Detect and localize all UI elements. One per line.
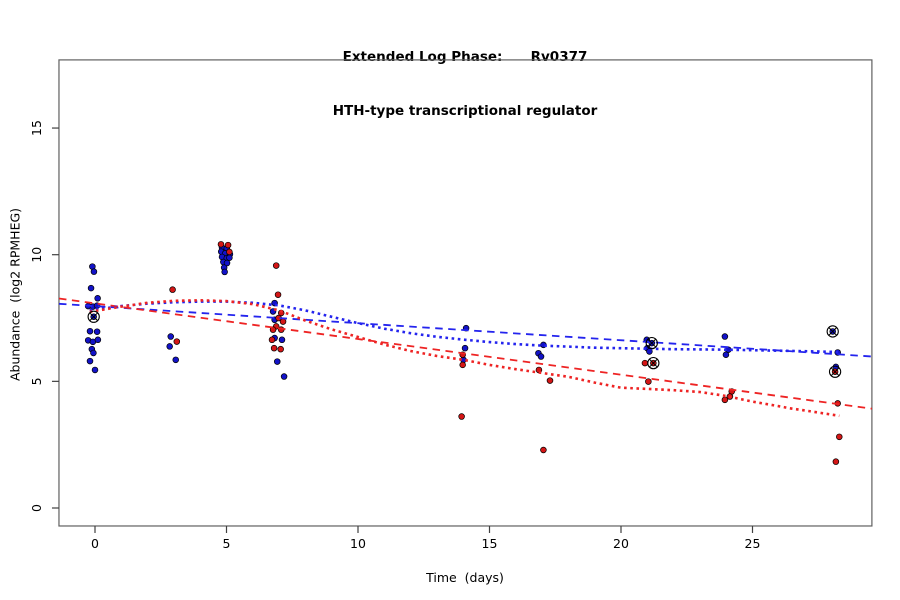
x-tick-label: 10 bbox=[350, 536, 366, 551]
y-tick-label: 10 bbox=[29, 247, 44, 263]
chart-title-line1: Extended Log Phase: Rv0377 bbox=[342, 49, 588, 65]
x-tick-label: 5 bbox=[223, 536, 231, 551]
x-tick-label: 25 bbox=[745, 536, 761, 551]
data-point-blue-replicates bbox=[221, 268, 228, 276]
chart-title: Extended Log Phase: Rv0377 HTH-type tran… bbox=[0, 12, 900, 156]
y-tick-label: 0 bbox=[29, 504, 44, 512]
outlier-circle-marker bbox=[87, 310, 100, 323]
y-tick-label: 15 bbox=[29, 120, 44, 136]
data-point-red-replicates bbox=[169, 286, 176, 293]
data-point-blue-replicates bbox=[722, 351, 730, 359]
data-point-blue-replicates bbox=[172, 356, 179, 364]
data-point-red-replicates bbox=[277, 345, 284, 353]
data-point-blue-replicates bbox=[461, 344, 469, 352]
data-point-blue-replicates bbox=[278, 336, 286, 344]
outlier-cross-marker bbox=[89, 312, 98, 322]
y-axis-label: Abundance (log2 RPMHEG) bbox=[7, 207, 23, 382]
outlier-cross-marker bbox=[830, 367, 840, 377]
data-point-blue-replicates bbox=[721, 333, 729, 340]
plot-border bbox=[58, 59, 873, 527]
data-point-red-replicates bbox=[836, 433, 843, 441]
data-point-blue-replicates bbox=[167, 333, 174, 340]
x-tick-label: 20 bbox=[613, 536, 629, 551]
data-point-blue-replicates bbox=[274, 358, 281, 365]
data-point-blue-replicates bbox=[87, 284, 95, 292]
trend-line-blue-linear-fit bbox=[58, 302, 872, 358]
data-point-red-replicates bbox=[224, 241, 232, 249]
data-point-red-replicates bbox=[270, 344, 278, 352]
data-point-red-replicates bbox=[268, 336, 276, 344]
data-point-red-replicates bbox=[226, 248, 233, 256]
data-point-red-replicates bbox=[217, 241, 225, 248]
data-point-blue-replicates bbox=[94, 295, 101, 302]
data-point-red-replicates bbox=[173, 338, 181, 345]
x-tick-label: 15 bbox=[482, 536, 498, 551]
outlier-circle-marker bbox=[647, 356, 660, 370]
x-tick-label: 0 bbox=[91, 536, 99, 551]
data-point-red-replicates bbox=[272, 262, 280, 269]
chart-title-line2: HTH-type transcriptional regulator bbox=[332, 103, 598, 119]
data-point-blue-replicates bbox=[86, 357, 94, 365]
data-point-blue-replicates bbox=[537, 353, 545, 360]
data-point-blue-replicates bbox=[223, 259, 231, 267]
data-point-red-replicates bbox=[721, 396, 729, 404]
data-point-blue-replicates bbox=[280, 373, 288, 380]
data-point-blue-replicates bbox=[90, 349, 97, 357]
data-point-red-replicates bbox=[645, 378, 652, 385]
trend-line-red-linear-fit bbox=[58, 297, 873, 410]
outlier-circle-marker bbox=[645, 336, 658, 350]
outlier-cross-marker bbox=[647, 338, 657, 348]
outlier-circle-marker bbox=[826, 325, 839, 338]
trend-line-red-loess-fit bbox=[89, 298, 840, 418]
outlier-circle-marker bbox=[828, 365, 842, 378]
data-point-blue-replicates bbox=[90, 268, 98, 275]
y-tick-label: 5 bbox=[29, 377, 44, 385]
data-point-red-replicates bbox=[641, 359, 649, 367]
data-point-blue-replicates bbox=[94, 336, 102, 344]
data-point-red-replicates bbox=[279, 318, 287, 325]
data-point-red-replicates bbox=[540, 446, 547, 454]
data-point-blue-replicates bbox=[226, 254, 233, 261]
data-point-blue-replicates bbox=[86, 327, 94, 335]
x-axis-label: Time (days) bbox=[426, 570, 504, 585]
data-point-red-replicates bbox=[458, 413, 465, 420]
data-point-red-replicates bbox=[832, 458, 840, 465]
data-point-red-replicates bbox=[546, 377, 554, 384]
data-point-blue-replicates bbox=[166, 343, 173, 350]
outlier-cross-marker bbox=[828, 327, 838, 336]
data-point-blue-replicates bbox=[91, 366, 99, 374]
data-point-red-replicates bbox=[459, 361, 466, 369]
data-point-red-replicates bbox=[274, 291, 282, 298]
data-point-blue-replicates bbox=[93, 328, 101, 335]
outlier-cross-marker bbox=[649, 358, 658, 368]
